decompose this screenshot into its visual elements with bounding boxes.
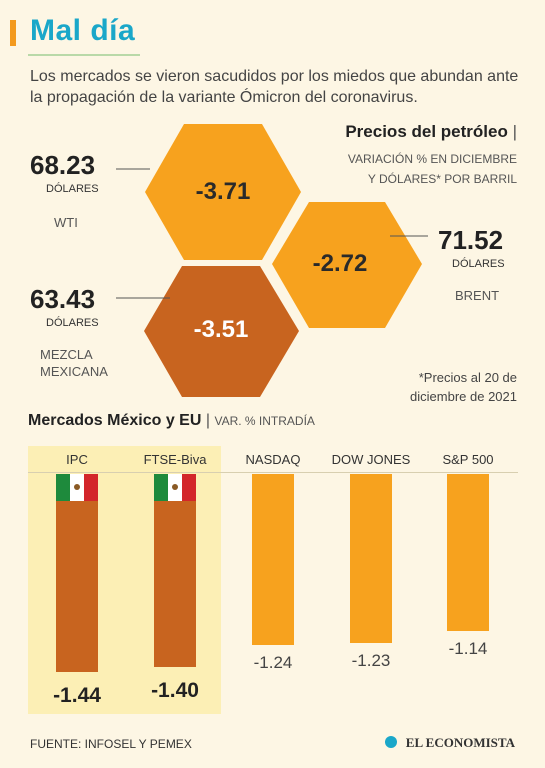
- mezcla-name: MEZCLA MEXICANA: [40, 346, 108, 380]
- hexagon-mezcla: [144, 266, 299, 397]
- bar-ftse-biva: [154, 474, 196, 667]
- oil-section-header: Precios del petróleo |: [345, 122, 517, 142]
- oil-subtitle-line-1: VARIACIÓN % EN DICIEMBRE: [347, 152, 517, 166]
- category-label-s-p-500: S&P 500: [442, 452, 494, 467]
- hexagon-wti: [145, 124, 301, 260]
- mezcla-change-label: -3.51: [193, 316, 249, 343]
- wti-price: 68.23: [30, 150, 96, 180]
- flag-green-stripe: [154, 474, 168, 501]
- mezcla-unit: DÓLARES: [46, 317, 99, 329]
- hexagon-brent: [272, 202, 422, 328]
- flag-green-stripe: [56, 474, 70, 501]
- mezcla-name-line-1: MEZCLA: [40, 347, 93, 362]
- bar-ipc: [56, 474, 98, 672]
- category-label-ipc: IPC: [66, 452, 88, 467]
- brand-logo: EL ECONOMISTA: [405, 735, 515, 750]
- markets-section-title: Mercados México y EU: [28, 412, 202, 429]
- brent-change-label: -2.72: [312, 250, 368, 277]
- value-label-ipc: -1.44: [53, 684, 101, 707]
- title-separator: |: [205, 412, 215, 429]
- brent-name: BRENT: [455, 288, 500, 303]
- markets-section-header: Mercados México y EU | VAR. % INTRADÍA: [28, 412, 315, 430]
- page-title: Mal día: [30, 14, 136, 47]
- footnote-line-1: *Precios al 20 de: [418, 370, 517, 385]
- brand-logo-icon: [385, 736, 397, 748]
- flag-emblem-icon: [172, 484, 178, 490]
- mezcla-name-line-2: MEXICANA: [40, 364, 108, 379]
- bar-s-p-500: [447, 474, 489, 631]
- brent-unit: DÓLARES: [452, 258, 505, 270]
- markets-section-subtitle: VAR. % INTRADÍA: [214, 414, 315, 428]
- intro-text: Los mercados se vieron sacudidos por los…: [30, 68, 519, 106]
- source-note: FUENTE: INFOSEL Y PEMEX: [30, 737, 192, 751]
- oil-section-subtitle: VARIACIÓN % EN DICIEMBRE Y DÓLARES* POR …: [287, 149, 517, 189]
- title-separator: |: [512, 122, 517, 141]
- wti-change-label: -3.71: [195, 178, 251, 205]
- footnote-line-2: diciembre de 2021: [410, 389, 517, 404]
- value-label-nasdaq: -1.24: [253, 652, 293, 672]
- flag-white-stripe: [168, 474, 182, 501]
- oil-section-title: Precios del petróleo: [345, 122, 508, 141]
- flag-red-stripe: [84, 474, 98, 501]
- value-label-s-p-500: -1.14: [448, 638, 488, 658]
- bar-baseline: [28, 472, 518, 473]
- category-label-dow-jones: DOW JONES: [331, 452, 411, 467]
- bar-nasdaq: [252, 474, 294, 645]
- flag-red-stripe: [182, 474, 196, 501]
- category-label-ftse-biva: FTSE-Biva: [143, 452, 207, 467]
- title-accent-bar: [10, 20, 16, 46]
- flag-white-stripe: [70, 474, 84, 501]
- wti-unit: DÓLARES: [46, 183, 99, 195]
- bar-dow-jones: [350, 474, 392, 644]
- brent-price: 71.52: [438, 225, 504, 255]
- value-label-dow-jones: -1.23: [351, 651, 391, 671]
- flag-emblem-icon: [74, 484, 80, 490]
- title-underline: [28, 54, 140, 56]
- mexico-flag-icon: [56, 474, 98, 501]
- price-footnote: *Precios al 20 de diciembre de 2021: [347, 368, 517, 406]
- value-label-ftse-biva: -1.40: [151, 678, 199, 702]
- oil-hexagon-graphic: [116, 124, 428, 397]
- mezcla-price: 63.43: [30, 284, 96, 314]
- mexico-flag-icon: [154, 474, 196, 501]
- category-label-nasdaq: NASDAQ: [245, 452, 301, 467]
- oil-subtitle-line-2: Y DÓLARES* POR BARRIL: [367, 172, 517, 186]
- wti-name: WTI: [54, 215, 78, 230]
